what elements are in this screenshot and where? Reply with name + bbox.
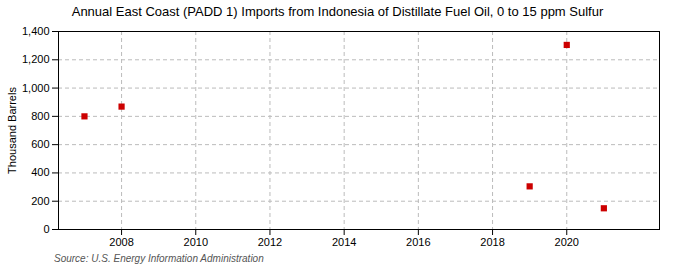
svg-text:2020: 2020 [555,236,579,248]
svg-text:200: 200 [31,195,49,207]
svg-text:2016: 2016 [406,236,430,248]
svg-text:1,400: 1,400 [22,25,50,37]
svg-text:600: 600 [31,138,49,150]
svg-text:1,200: 1,200 [22,53,50,65]
html-text:Annual East Coast (PADD 1) Imp: Annual East Coast (PADD 1) Imports from … [71,4,604,19]
svg-text:2008: 2008 [109,236,133,248]
svg-text:2012: 2012 [258,236,282,248]
svg-text:0: 0 [43,223,49,235]
svg-text:800: 800 [31,110,49,122]
svg-text:400: 400 [31,166,49,178]
svg-text:Thousand Barrels: Thousand Barrels [6,87,18,174]
svg-text:2018: 2018 [480,236,504,248]
html-text:Source: U.S. Energy Informatio: Source: U.S. Energy Information Administ… [54,253,264,264]
svg-text:2010: 2010 [184,236,208,248]
svg-text:2014: 2014 [332,236,356,248]
svg-text:1,000: 1,000 [22,82,50,94]
